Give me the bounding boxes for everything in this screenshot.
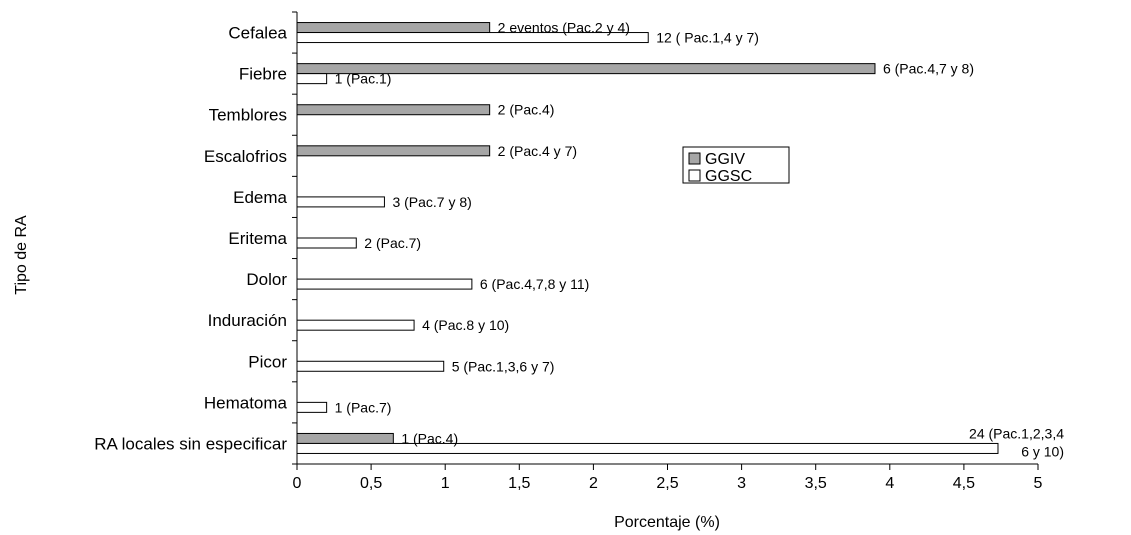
data-label: 4 (Pac.8 y 10) [422,317,509,333]
x-tick-label: 1,5 [508,475,530,492]
data-label: 6 (Pac.4,7 y 8) [883,61,974,77]
category-label: Hematoma [204,393,288,412]
x-tick-label: 1 [441,475,450,492]
bar-ggsc [296,278,473,290]
category-label: Induración [208,311,287,330]
category-label: Cefalea [228,24,287,43]
category-label: Picor [248,352,287,371]
legend-box [682,146,790,184]
x-tick-label: 2,5 [656,475,678,492]
bar-ggsc [296,319,415,331]
x-tick-label: 0,5 [360,475,382,492]
category-label: Temblores [209,106,287,125]
data-label: 2 (Pac.4 y 7) [498,143,577,159]
legend-label-ggiv: GGIV [705,151,745,168]
category-label: Dolor [246,270,287,289]
x-tick-label: 4,5 [953,475,975,492]
legend-swatch-ggiv [688,152,701,165]
bar-ggsc [296,73,328,85]
data-label: 5 (Pac.1,3,6 y 7) [452,358,555,374]
x-tick-label: 5 [1034,475,1043,492]
x-tick-label: 3 [737,475,746,492]
category-label: Edema [233,188,287,207]
x-tick-label: 4 [885,475,894,492]
bar-ggiv [296,145,491,157]
data-label: 2 eventos (Pac.2 y 4) [498,20,630,36]
bar-ggsc [296,237,357,249]
data-label: 12 ( Pac.1,4 y 7) [656,30,759,46]
category-label: Fiebre [239,65,287,84]
bar-ggiv [296,104,491,116]
x-tick-label: 3,5 [805,475,827,492]
bar-ggsc [296,196,385,208]
y-axis-title: Tipo de RA [13,215,30,295]
text-layer: 0 0,5 1 1,5 2 2,5 3 3,5 4 4,5 5 Cefalea Fiebre Temblo… [94,20,1064,492]
x-tick-label: 2 [589,475,598,492]
bar-ggsc [296,360,445,372]
data-label: 1 (Pac.4) [401,430,458,446]
x-axis-title: Porcentaje (%) [614,514,720,531]
category-label: RA locales sin especificar [94,434,287,453]
category-label: Eritema [228,229,287,248]
data-label: 2 (Pac.4) [498,102,555,118]
bar-ggiv [296,432,394,444]
axes-layer [292,11,1039,470]
data-label: 24 (Pac.1,2,3,4 6 y 10) [969,425,1064,459]
data-label: 3 (Pac.7 y 8) [392,194,471,210]
data-label: 2 (Pac.7) [364,235,421,251]
bar-ggiv [296,22,491,34]
bar-ggsc [296,401,328,413]
x-tick-label: 0 [293,475,302,492]
category-label: Escalofrios [204,147,287,166]
data-label: 6 (Pac.4,7,8 y 11) [480,276,589,292]
data-label: 1 (Pac.7) [335,399,392,415]
bars-layer [296,22,999,454]
legend-swatch-ggsc [688,169,701,182]
data-label: 1 (Pac.1) [335,71,392,87]
legend-label-ggsc: GGSC [705,168,752,185]
